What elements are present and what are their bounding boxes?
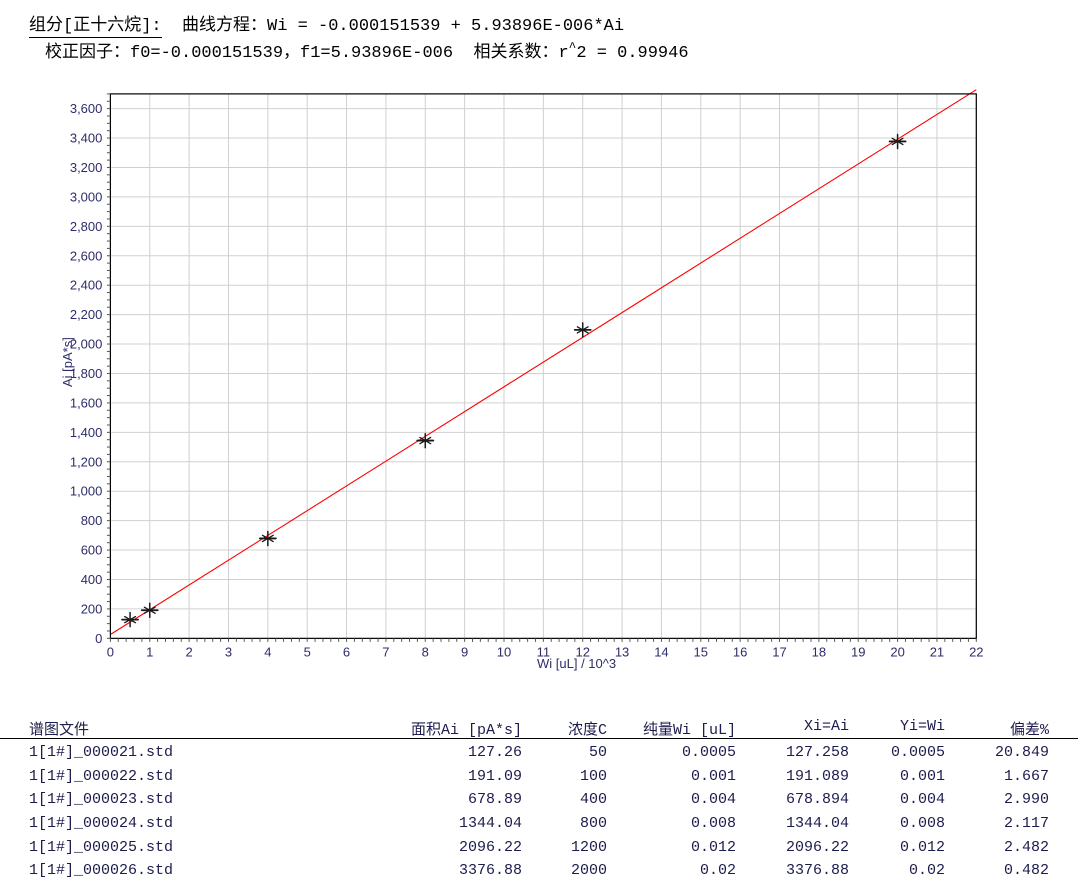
svg-text:2,200: 2,200 — [70, 307, 103, 322]
svg-text:13: 13 — [615, 644, 629, 659]
svg-text:400: 400 — [81, 572, 103, 587]
svg-text:8: 8 — [422, 644, 429, 659]
svg-text:9: 9 — [461, 644, 468, 659]
svg-text:1,400: 1,400 — [70, 425, 103, 440]
svg-text:1,200: 1,200 — [70, 454, 103, 469]
svg-text:3,200: 3,200 — [70, 160, 103, 175]
svg-text:2,000: 2,000 — [70, 337, 103, 352]
svg-text:19: 19 — [851, 644, 865, 659]
svg-text:2,600: 2,600 — [70, 248, 103, 263]
svg-text:0: 0 — [107, 644, 114, 659]
svg-text:3,000: 3,000 — [70, 189, 103, 204]
svg-text:7: 7 — [382, 644, 389, 659]
svg-text:2,800: 2,800 — [70, 219, 103, 234]
svg-text:18: 18 — [812, 644, 826, 659]
svg-text:1,000: 1,000 — [70, 484, 103, 499]
svg-text:21: 21 — [930, 644, 944, 659]
svg-text:3,400: 3,400 — [70, 131, 103, 146]
svg-text:15: 15 — [694, 644, 708, 659]
svg-text:3,600: 3,600 — [70, 101, 103, 116]
svg-text:11: 11 — [537, 644, 551, 659]
svg-text:1,600: 1,600 — [70, 395, 103, 410]
svg-text:4: 4 — [264, 644, 271, 659]
svg-text:600: 600 — [81, 543, 103, 558]
svg-text:5: 5 — [304, 644, 311, 659]
svg-text:2: 2 — [186, 644, 193, 659]
svg-text:14: 14 — [654, 644, 668, 659]
svg-text:0: 0 — [95, 631, 102, 646]
svg-text:17: 17 — [772, 644, 786, 659]
svg-text:3: 3 — [225, 644, 232, 659]
svg-text:800: 800 — [81, 513, 103, 528]
svg-text:1: 1 — [146, 644, 153, 659]
svg-text:1,800: 1,800 — [70, 366, 103, 381]
svg-text:200: 200 — [81, 601, 103, 616]
svg-text:12: 12 — [575, 644, 589, 659]
svg-text:10: 10 — [497, 644, 511, 659]
svg-text:6: 6 — [343, 644, 350, 659]
svg-text:2,400: 2,400 — [70, 278, 103, 293]
svg-text:16: 16 — [733, 644, 747, 659]
svg-text:22: 22 — [969, 644, 983, 659]
svg-text:20: 20 — [890, 644, 904, 659]
